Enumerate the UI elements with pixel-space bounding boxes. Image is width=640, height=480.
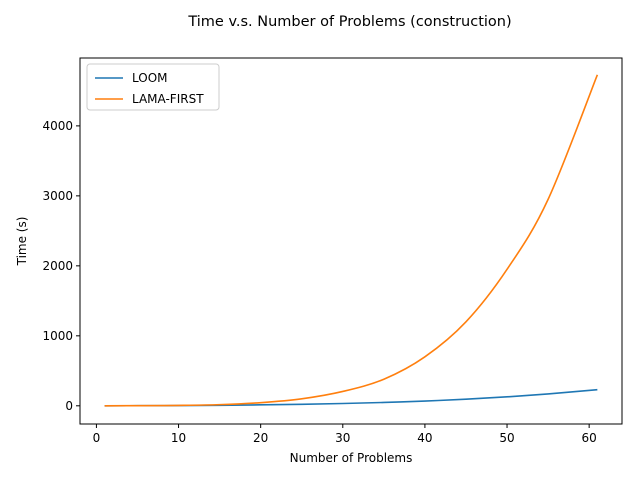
x-axis: 0 10 20 30 40 50 60	[93, 424, 597, 445]
y-tick-label: 0	[65, 399, 73, 413]
x-tick-label: 20	[253, 431, 268, 445]
x-axis-label: Number of Problems	[290, 451, 413, 465]
x-tick-label: 40	[417, 431, 432, 445]
plot-frame	[79, 57, 623, 425]
x-tick-label: 50	[499, 431, 514, 445]
x-tick-label: 0	[93, 431, 101, 445]
legend: LOOM LAMA-FIRST	[86, 63, 220, 111]
x-tick-label: 30	[335, 431, 350, 445]
legend-label: LOOM	[132, 71, 168, 85]
series-layer	[104, 74, 599, 407]
x-tick-label: 60	[582, 431, 597, 445]
y-tick-label: 4000	[42, 119, 73, 133]
series-line-lama-first	[104, 74, 599, 407]
y-tick-label: 3000	[42, 189, 73, 203]
y-axis-label: Time (s)	[15, 217, 29, 267]
chart-title: Time v.s. Number of Problems (constructi…	[187, 14, 511, 30]
y-tick-label: 2000	[42, 259, 73, 273]
y-axis: 0 1000 2000 3000 4000	[42, 119, 80, 413]
x-tick-label: 10	[171, 431, 186, 445]
legend-label: LAMA-FIRST	[132, 92, 204, 106]
y-tick-label: 1000	[42, 329, 73, 343]
